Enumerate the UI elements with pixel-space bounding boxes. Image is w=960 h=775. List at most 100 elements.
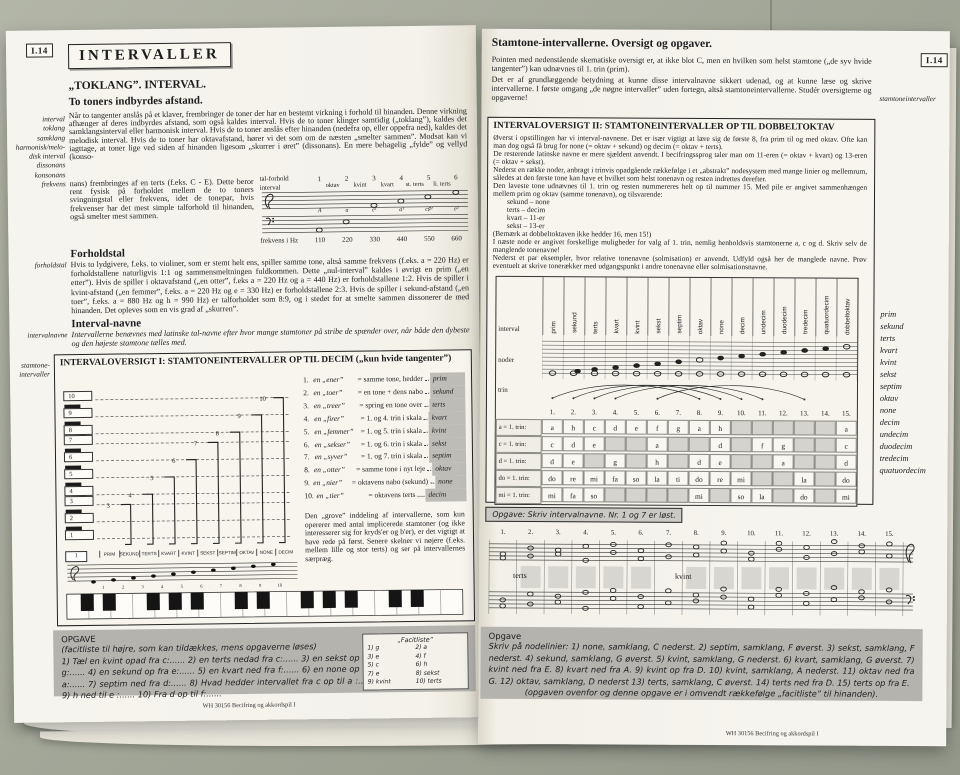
table-cell: c <box>835 437 857 453</box>
arcs-row: trin <box>496 384 857 407</box>
list-answer: sekst <box>428 436 466 451</box>
column-header-label: terts <box>591 320 599 334</box>
box1-closing-paragraph: Den „grove” inddeling af intervallerne, … <box>304 509 466 564</box>
right-page-title: Stamtone-intervallerne. Oversigt og opga… <box>491 36 713 50</box>
list-definition: = spring en tone over <box>359 399 423 410</box>
table-cell: la <box>751 488 773 504</box>
margin-term-list: interval toklang samklang harmonisk/melo-di… <box>7 114 66 189</box>
row-label: do = 1. trin: <box>495 469 542 488</box>
table-cell: fa <box>562 487 584 503</box>
table-cell <box>709 487 731 504</box>
margin-term: frekvens <box>41 179 66 189</box>
list-nickname: en „femmer” <box>314 426 354 436</box>
margin-interval-item: decim <box>879 417 900 427</box>
box2-title: INTERVALOVERSIGT II: STAMTONEINTERVALLER… <box>493 120 835 133</box>
right-footer: WH 30156 Becifring og akkordspil I <box>725 730 819 738</box>
margin-interval-item: septim <box>879 381 902 391</box>
staff-number: 2 <box>121 584 125 590</box>
list-number: 9. <box>304 478 310 488</box>
bracket-label: 7 <box>194 441 198 448</box>
list-definition: = samme tone i nyt leje <box>356 464 426 474</box>
table-cell: d <box>835 454 857 470</box>
table-cell: f <box>751 437 773 453</box>
freq-value: 660 <box>451 234 462 243</box>
trin-number: 15. <box>841 409 851 418</box>
figure-label-talforhold: tal-forhold <box>259 175 289 183</box>
column-header-label: sekst <box>654 318 662 334</box>
table-cell: mi <box>730 471 752 487</box>
staff-number: 6 <box>200 583 203 589</box>
dotted-leader <box>424 392 429 394</box>
list-nickname: en „firer” <box>314 413 345 423</box>
list-number: 8. <box>304 465 310 475</box>
margin-stamtone-line1: stamtone- <box>21 360 50 370</box>
margin-interval-item: sekund <box>880 321 904 331</box>
table-cell: mi <box>835 488 857 504</box>
list-definition: = samme tone, hedder <box>357 373 423 384</box>
list-answer: sekund <box>429 385 466 399</box>
staff-number: 9 <box>258 582 262 588</box>
facit-left: 9) kvint <box>367 678 391 686</box>
margin-term: dissonans <box>36 160 66 171</box>
table-cell: d <box>709 436 731 453</box>
list-nickname: en „nier” <box>313 478 343 488</box>
table-cell <box>730 420 752 436</box>
list-nickname: en „syver” <box>314 452 348 462</box>
bracket-label: 6 <box>172 458 176 465</box>
staff-number: 5 <box>180 583 183 589</box>
dotted-leader <box>424 405 429 407</box>
stub-noder: noder <box>498 355 515 364</box>
table-cell: e <box>583 436 605 452</box>
staff-number: 10 <box>277 582 283 588</box>
arcs-svg <box>551 384 806 401</box>
page-badge-right: I.14 <box>920 53 948 68</box>
table-cell: d <box>604 419 626 435</box>
note-name: a¹ <box>399 207 405 214</box>
key-label: OKTAV <box>236 548 257 557</box>
box2-p7: Nederst et par eksempler, hvor relative … <box>492 252 867 272</box>
trin-number: 5. <box>633 408 640 417</box>
ladder-key-column: 10 9 8 7 6 5 4 3 2 1 <box>61 371 99 555</box>
note-name: c♯² <box>425 206 433 213</box>
forholdstal-paragraph: Hvis to lydgivere, f.eks. to violiner, s… <box>70 255 470 316</box>
interval-list-row: 10. en „tier” = oktavens terts decim <box>304 488 467 503</box>
note-name: a <box>345 207 349 214</box>
trin-number: 13. <box>799 409 809 418</box>
facitliste-rows: 1) g 2) a 3) e 4) f 5) c 6) h <box>367 643 464 687</box>
table-cell <box>667 453 689 469</box>
table-cell: d <box>562 436 584 452</box>
ten-note-staff-svg <box>67 562 298 584</box>
list-answer: none <box>435 475 467 489</box>
intervalnavne-paragraph: Intervallerne benævnes med latinske tal-… <box>71 325 470 349</box>
list-number: 4. <box>303 413 310 424</box>
list-number: 5. <box>303 426 310 436</box>
facitliste-box: „Facitliste” 1) g 2) a 3) e 4) f <box>362 632 469 691</box>
pair-list: sekund – none terts – decim kvart – 11-er s… <box>493 197 867 232</box>
list-answer: decim <box>425 488 467 502</box>
table-header-row: interval prim sekund terts kvart kvint sekst s… <box>496 277 858 337</box>
margin-interval-item: prim <box>880 309 897 319</box>
key-label: NONE <box>256 548 276 556</box>
intro-paragraph-2: nans) frembringes af en terts (f.eks. C … <box>69 176 255 221</box>
arcs-wrap <box>542 384 857 407</box>
margin-interval-item: tredecim <box>879 453 909 464</box>
trin-number: 6. <box>654 408 661 417</box>
list-definition: = 1. og 6. trin i skala <box>360 438 423 449</box>
table-cell <box>625 487 647 503</box>
column-header: oktav <box>689 277 711 336</box>
key-label: TERTS <box>138 550 159 558</box>
table-cell: g <box>772 437 794 453</box>
intro-paragraph: Når to tangenter anslås på et klaver, fr… <box>68 106 468 162</box>
column-header-label: sekund <box>570 312 578 334</box>
dotted-leader <box>417 495 425 498</box>
table-cell: do <box>541 470 563 486</box>
intervalnavne-heading: Interval-navne <box>71 317 142 331</box>
table-cell <box>772 420 794 436</box>
list-nickname: en „toer” <box>313 387 343 398</box>
column-header-label: none <box>717 319 725 335</box>
table-cell: so <box>583 487 605 503</box>
bracket-label: 10 <box>259 396 266 403</box>
list-definition: = 1. og 7. trin i skala <box>360 451 423 462</box>
table-cell: f <box>646 419 668 435</box>
